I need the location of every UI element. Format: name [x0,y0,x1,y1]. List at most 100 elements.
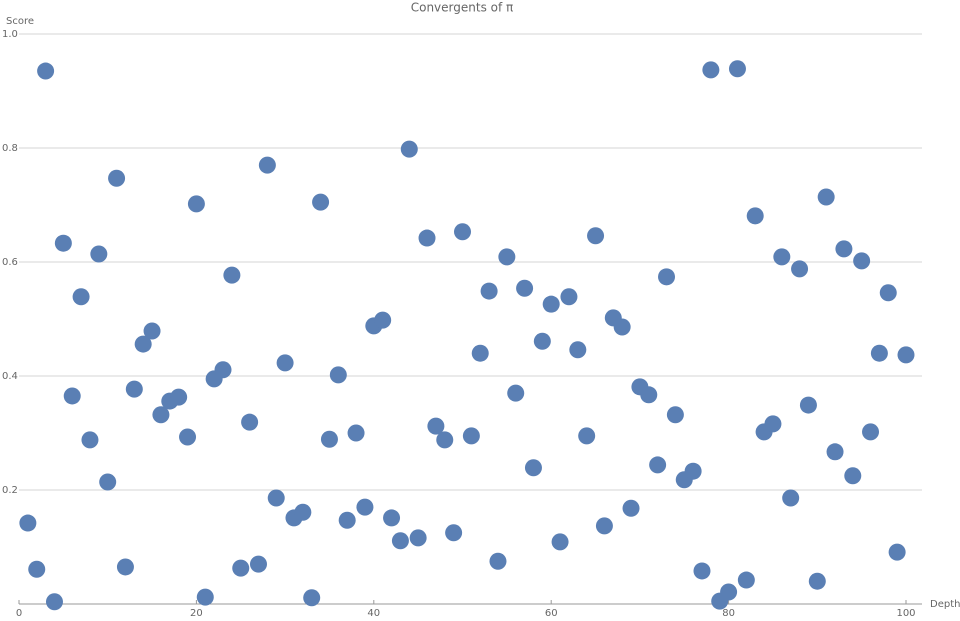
point [870,344,888,362]
point [542,295,560,313]
point [799,396,817,414]
point [356,498,374,516]
point [569,341,587,359]
point [232,559,250,577]
point [737,571,755,589]
point [152,406,170,424]
point [391,532,409,550]
point [45,593,63,611]
point [640,386,658,404]
point [533,332,551,350]
point [338,511,356,529]
point [578,427,596,445]
y-tick-label: 0.4 [2,371,18,382]
point [249,555,267,573]
point [436,431,454,449]
point [587,227,605,245]
point [454,223,471,241]
point [773,248,791,266]
point [347,424,365,442]
point [267,489,285,507]
point [400,140,418,158]
y-tick-label: 1.0 [2,29,18,40]
point [666,406,684,424]
y-tick-label: 0.6 [2,257,18,268]
point [303,589,321,607]
point [37,62,55,80]
point [54,234,72,252]
point [63,387,81,405]
point [684,462,702,480]
point [844,467,862,485]
point [134,335,152,353]
point [99,473,117,491]
point [516,279,534,297]
point [720,583,738,601]
x-axis-label: Depth [930,599,960,610]
x-tick-label: 20 [190,608,203,619]
point [170,388,188,406]
point [808,572,826,590]
point [862,423,880,441]
point [258,156,276,174]
point [72,288,90,306]
point [294,503,312,521]
point [108,169,126,187]
point [81,431,99,449]
point [179,428,197,446]
point [445,524,463,542]
point [214,361,232,379]
x-tick-label: 100 [896,608,915,619]
point [658,268,676,286]
point [125,380,143,398]
y-axis-label: Score [6,16,34,27]
point [782,489,800,507]
point [383,509,401,527]
point [116,558,134,576]
point [409,529,427,547]
point [728,60,746,78]
point [374,311,392,329]
point [196,588,214,606]
point [764,415,782,433]
point [693,562,711,580]
y-tick-label: 0.2 [2,485,18,496]
point [489,552,507,570]
y-tick-label: 0.8 [2,143,18,154]
x-tick-label: 40 [367,608,380,619]
point [649,456,667,474]
point [427,417,445,435]
point [187,195,205,213]
point [471,344,489,362]
point [524,459,542,477]
point [28,560,46,578]
point [329,366,347,384]
point [498,248,516,266]
x-tick-label: 60 [545,608,558,619]
point [826,443,844,461]
point [853,252,871,270]
point [551,533,569,551]
point [462,427,480,445]
point [241,413,259,431]
point [480,282,498,300]
point [276,354,294,372]
point [613,318,631,336]
point [817,188,835,206]
point [320,430,338,448]
x-tick-label: 80 [722,608,735,619]
point [90,245,108,263]
point [702,61,720,79]
x-tick-label: 0 [16,608,22,619]
point [560,288,578,306]
point [897,346,915,364]
point [888,543,906,561]
point [19,514,37,532]
point [223,266,241,284]
point [507,384,525,402]
point [595,517,613,535]
point [835,240,853,258]
point [791,260,809,278]
chart-title: Convergents of π [411,1,514,15]
